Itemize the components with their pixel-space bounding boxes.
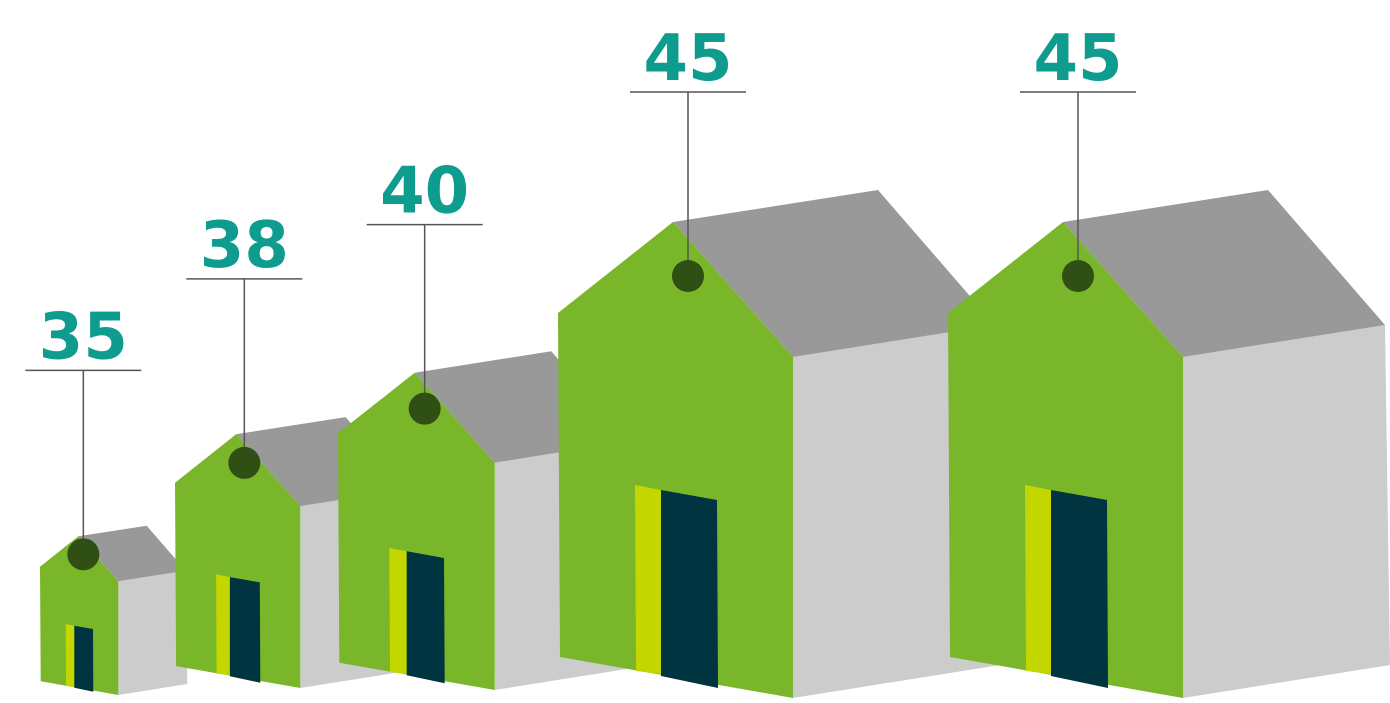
value-label: 45	[1033, 22, 1122, 96]
house-front	[948, 222, 1183, 698]
house-strip	[1025, 485, 1051, 674]
house-roof	[1063, 190, 1385, 357]
house-front	[558, 222, 793, 698]
house-side	[1183, 325, 1390, 698]
house-strip	[389, 548, 407, 674]
value-label: 45	[643, 22, 732, 96]
marker-dot	[672, 260, 704, 292]
marker-dot	[67, 538, 100, 571]
house-side	[118, 570, 188, 695]
house-side	[793, 325, 1000, 698]
house	[40, 525, 188, 695]
house-door	[406, 551, 445, 684]
house-door	[74, 625, 94, 692]
house-roof	[673, 190, 995, 357]
house-door	[661, 490, 718, 688]
house-roof	[78, 525, 186, 582]
house-strip	[216, 574, 230, 676]
value-label: 40	[380, 155, 469, 229]
house	[948, 190, 1390, 698]
value-label: 38	[200, 209, 289, 283]
house-strip	[635, 485, 661, 674]
marker-dot	[408, 392, 441, 425]
value-label: 35	[39, 300, 128, 374]
house-front	[338, 372, 495, 690]
house-front	[40, 536, 119, 695]
house-door	[229, 577, 261, 683]
marker-dot	[1062, 260, 1094, 292]
house	[558, 190, 1000, 698]
house-strip	[65, 624, 75, 687]
marker-dot	[228, 446, 261, 479]
house-front	[175, 434, 301, 688]
house-door	[1051, 490, 1108, 688]
